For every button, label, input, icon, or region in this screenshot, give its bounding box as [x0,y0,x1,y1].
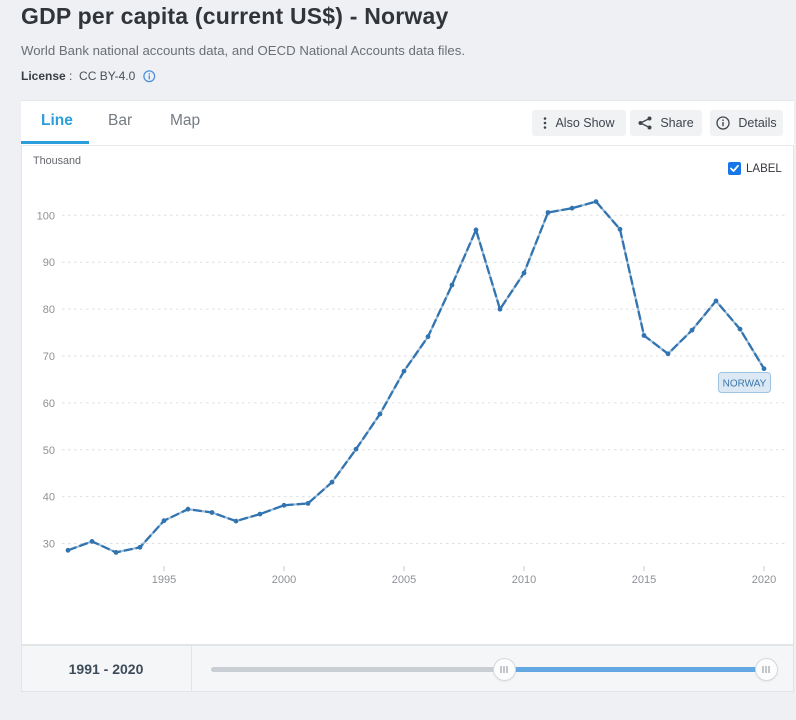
svg-text:70: 70 [43,351,55,363]
svg-text:2000: 2000 [272,574,296,586]
svg-text:60: 60 [43,398,55,410]
svg-text:90: 90 [43,257,55,269]
svg-text:2020: 2020 [752,574,776,586]
svg-text:1995: 1995 [152,574,176,586]
svg-text:2005: 2005 [392,574,416,586]
svg-text:50: 50 [43,445,55,457]
svg-text:2015: 2015 [632,574,656,586]
svg-text:80: 80 [43,304,55,316]
svg-text:30: 30 [43,539,55,551]
svg-text:NORWAY: NORWAY [723,379,767,390]
svg-text:40: 40 [43,492,55,504]
svg-text:100: 100 [37,210,55,222]
svg-text:2010: 2010 [512,574,536,586]
